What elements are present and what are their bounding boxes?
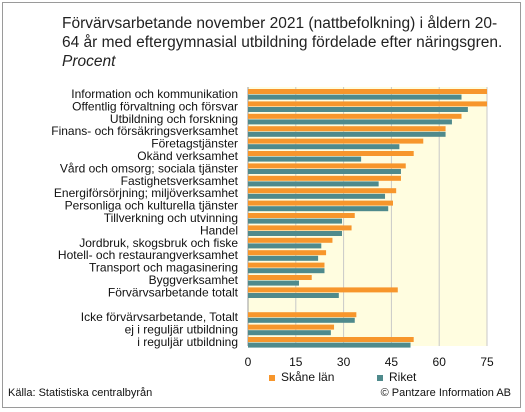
bar-skane bbox=[248, 200, 393, 206]
category-label: Icke förvärvsarbetande, Totalt bbox=[81, 310, 239, 324]
category-label: Byggverksamhet bbox=[149, 273, 239, 287]
bar-skane bbox=[248, 138, 424, 144]
category-label: Fastighetsverksamhet bbox=[121, 174, 239, 188]
bar-skane bbox=[248, 337, 414, 342]
bar-riket bbox=[248, 144, 400, 150]
x-tick-label: 30 bbox=[337, 355, 351, 369]
copyright-note: © Pantzare Information AB bbox=[380, 387, 511, 399]
x-tick-label: 75 bbox=[480, 355, 494, 369]
category-label: Personliga och kulturella tjänster bbox=[65, 199, 238, 213]
category-label: i reguljär utbildning bbox=[137, 335, 238, 349]
bar-skane bbox=[248, 262, 325, 268]
bar-skane bbox=[248, 188, 397, 194]
bar-skane bbox=[248, 89, 487, 94]
category-label: Förvärvsarbetande totalt bbox=[108, 285, 239, 299]
legend-skane-swatch bbox=[269, 375, 275, 381]
x-tick-label: 15 bbox=[289, 355, 303, 369]
chart-title-unit: Procent bbox=[62, 53, 116, 70]
category-label: Hotell- och restaurangverksamhet bbox=[58, 248, 239, 262]
bar-skane bbox=[248, 275, 312, 280]
category-label: Transport och magasinering bbox=[89, 261, 238, 275]
category-label: Vård och omsorg; sociala tjänster bbox=[60, 161, 238, 175]
bar-skane bbox=[248, 225, 352, 231]
source-note: Källa: Statistiska centralbyrån bbox=[8, 387, 153, 399]
category-label: Jordbruk, skogsbruk och fiske bbox=[79, 236, 238, 250]
bar-riket bbox=[248, 107, 468, 112]
category-label: Finans- och försäkringsverksamhet bbox=[51, 124, 238, 138]
category-label: Offentlig förvaltning och försvar bbox=[72, 99, 238, 113]
bar-skane bbox=[248, 312, 357, 318]
bar-riket bbox=[248, 94, 462, 100]
bar-riket bbox=[248, 181, 379, 187]
x-tick-label: 45 bbox=[385, 355, 399, 369]
bar-skane bbox=[248, 237, 333, 243]
chart-title-main: Förvärvsarbetande november 2021 (nattbef… bbox=[62, 15, 503, 51]
category-label: Information och kommunikation bbox=[71, 87, 238, 101]
bar-riket bbox=[248, 255, 319, 261]
chart-title: Förvärvsarbetande november 2021 (nattbef… bbox=[62, 14, 512, 71]
bar-riket bbox=[248, 231, 343, 236]
bar-riket bbox=[248, 119, 452, 125]
legend-riket-label: Riket bbox=[389, 370, 417, 384]
category-label: Energiförsörjning; miljöverksamhet bbox=[54, 186, 239, 200]
category-label: Företagstjänster bbox=[151, 137, 238, 151]
bar-skane bbox=[248, 101, 487, 107]
bar-riket bbox=[248, 169, 401, 174]
bar-skane bbox=[248, 287, 398, 293]
bar-riket bbox=[248, 243, 322, 249]
category-label: Utbildning och forskning bbox=[110, 112, 238, 126]
x-tick-label: 0 bbox=[245, 355, 252, 369]
bar-skane bbox=[248, 126, 446, 132]
bar-skane bbox=[248, 163, 406, 169]
category-label: Okänd verksamhet bbox=[137, 149, 238, 163]
bar-skane bbox=[248, 151, 414, 156]
bar-riket bbox=[248, 280, 299, 286]
bar-skane bbox=[248, 113, 462, 119]
bar-riket bbox=[248, 193, 386, 199]
bar-riket bbox=[248, 330, 331, 336]
bar-skane bbox=[248, 324, 335, 330]
bar-riket bbox=[248, 206, 389, 212]
bar-riket bbox=[248, 342, 411, 348]
bar-skane bbox=[248, 213, 355, 218]
legend-riket-swatch bbox=[377, 375, 383, 381]
bar-riket bbox=[248, 293, 339, 298]
category-label: ej i reguljär utbildning bbox=[125, 323, 238, 337]
bar-riket bbox=[248, 268, 325, 274]
bar-riket bbox=[248, 156, 362, 162]
category-label: Tillverkning och utvinning bbox=[104, 211, 238, 225]
bar-riket bbox=[248, 317, 355, 323]
bar-skane bbox=[248, 175, 401, 181]
bar-skane bbox=[248, 250, 327, 256]
bar-riket bbox=[248, 131, 446, 137]
bar-riket bbox=[248, 218, 343, 224]
legend-skane-label: Skåne län bbox=[281, 370, 334, 384]
category-label: Handel bbox=[200, 223, 238, 237]
x-tick-label: 60 bbox=[433, 355, 447, 369]
